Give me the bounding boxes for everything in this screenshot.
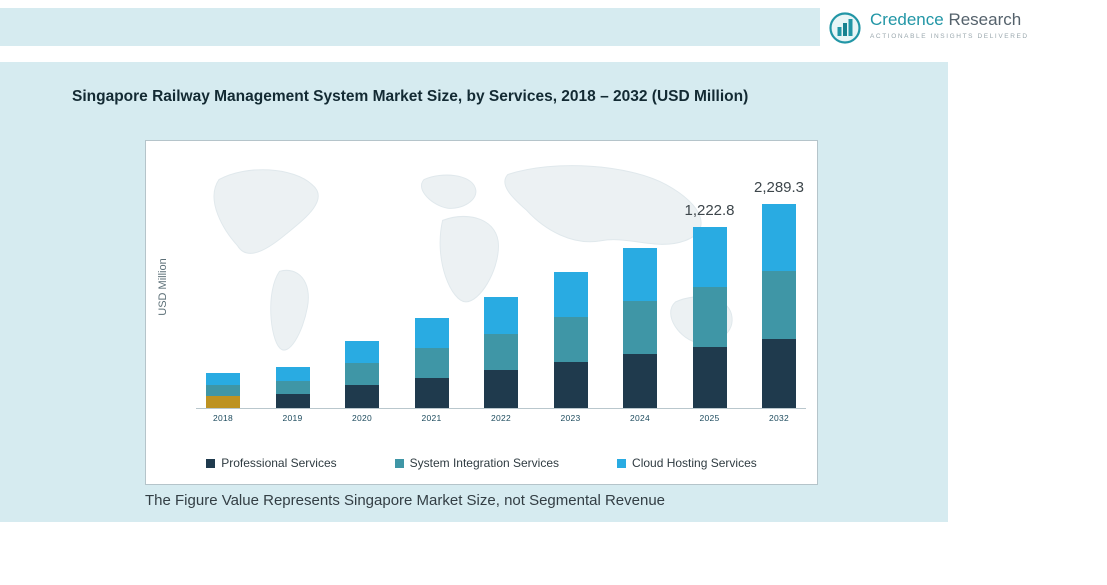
legend-label: Professional Services (221, 456, 337, 470)
segment-system-integration-services (692, 286, 727, 347)
logo-text: Credence Research Actionable Insights De… (870, 10, 1029, 40)
logo-tagline: Actionable Insights Delivered (870, 33, 1029, 40)
x-tick-2024: 2024 (629, 413, 651, 423)
segment-cloud-hosting-services (553, 272, 588, 317)
legend-item-professional-services: Professional Services (206, 456, 337, 470)
plot-area: 2018 2019 2020 2021 2022 2023 2024 1,222.8 2025 2… (196, 153, 806, 423)
x-tick-2018: 2018 (212, 413, 234, 423)
bars-container: 2018 2019 2020 2021 2022 2023 2024 1,222.8 2025 2… (206, 179, 804, 423)
legend: Professional Services System Integration … (146, 456, 817, 470)
bar-2023: 2023 (553, 272, 588, 423)
x-tick-2022: 2022 (490, 413, 512, 423)
segment-cloud-hosting-services (484, 297, 518, 334)
segment-system-integration-services (484, 333, 518, 371)
logo-name: Credence Research (870, 10, 1029, 30)
report-panel: Singapore Railway Management System Mark… (0, 62, 948, 522)
segment-professional-services (692, 346, 727, 408)
segment-system-integration-services (345, 363, 379, 386)
legend-item-system-integration-services: System Integration Services (394, 456, 560, 470)
segment-professional-services (414, 377, 449, 408)
x-tick-2025: 2025 (699, 413, 720, 423)
segment-cloud-hosting-services (345, 341, 379, 364)
segment-cloud-hosting-services (692, 227, 727, 287)
logo-name-credence: Credence (870, 10, 944, 29)
bar-2018: 2018 (206, 373, 240, 423)
y-axis-label: USD Million (157, 258, 169, 316)
segment-cloud-hosting-services (762, 204, 796, 272)
legend-item-cloud-hosting-services: Cloud Hosting Services (617, 456, 757, 470)
segment-cloud-hosting-services (275, 367, 310, 381)
segment-cloud-hosting-services (206, 373, 240, 385)
segment-professional-services (345, 385, 379, 408)
bar-2020: 2020 (345, 341, 379, 423)
bar-chart-logo-icon (829, 12, 861, 44)
x-tick-2019: 2019 (282, 413, 303, 423)
legend-label: System Integration Services (409, 456, 560, 470)
segment-system-integration-services (414, 347, 449, 378)
segment-system-integration-services (275, 380, 310, 395)
bar-2022: 2022 (484, 297, 518, 423)
bar-2025: 1,222.8 2025 (684, 202, 734, 423)
legend-swatch-icon (206, 458, 216, 468)
bar-2019: 2019 (275, 367, 310, 423)
logo-name-research: Research (943, 10, 1022, 29)
bar-2021: 2021 (414, 318, 449, 423)
segment-cloud-hosting-services (414, 318, 449, 348)
bar-2032: 2,289.3 2032 (754, 179, 804, 423)
segment-professional-services (275, 394, 310, 408)
legend-label: Cloud Hosting Services (632, 456, 757, 470)
segment-professional-services (623, 353, 657, 408)
segment-professional-services (206, 396, 240, 408)
segment-professional-services (484, 370, 518, 408)
total-label-2025: 1,222.8 (684, 202, 735, 219)
credence-research-logo: Credence Research Actionable Insights De… (828, 10, 1028, 52)
x-tick-2020: 2020 (351, 413, 373, 423)
legend-swatch-icon (394, 458, 404, 468)
segment-system-integration-services (206, 384, 240, 397)
chart-card: USD Million 2018 2019 2020 2021 2022 2023 2024… (145, 140, 818, 485)
segment-professional-services (762, 338, 796, 408)
x-tick-2021: 2021 (421, 413, 442, 423)
x-tick-2023: 2023 (560, 413, 581, 423)
top-banner (0, 8, 820, 46)
total-label-2032: 2,289.3 (753, 179, 805, 196)
segment-system-integration-services (553, 317, 588, 362)
segment-system-integration-services (623, 300, 657, 354)
footnote: The Figure Value Represents Singapore Ma… (145, 492, 666, 509)
chart-title: Singapore Railway Management System Mark… (72, 88, 749, 105)
legend-swatch-icon (617, 458, 627, 468)
x-tick-2032: 2032 (768, 413, 790, 423)
segment-cloud-hosting-services (623, 248, 657, 301)
bar-2024: 2024 (623, 248, 657, 423)
segment-system-integration-services (762, 271, 796, 339)
segment-professional-services (553, 361, 588, 408)
